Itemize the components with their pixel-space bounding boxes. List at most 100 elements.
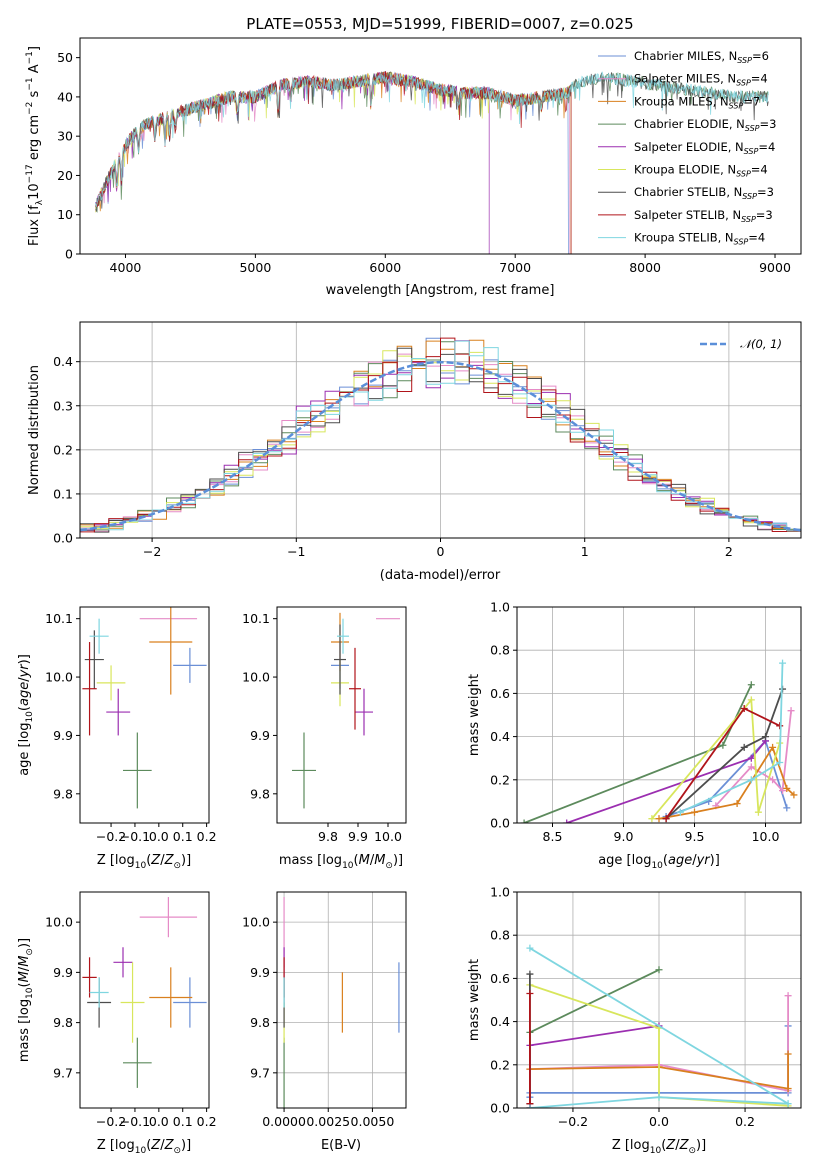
residuals-legend: 𝒩(0, 1) xyxy=(700,337,782,351)
x-tick-label: 0.0 xyxy=(149,829,169,844)
x-tick-label: −0.2 xyxy=(96,829,126,844)
x-tick-label: −0.1 xyxy=(120,1114,150,1129)
age-vs-mass-errorbars xyxy=(292,612,400,809)
y-tick-label: 0.6 xyxy=(490,686,510,701)
weight-line xyxy=(658,745,795,820)
y-tick-label: 0.0 xyxy=(53,531,73,546)
age-vs-mass-frame xyxy=(276,606,407,824)
weight-point-marker xyxy=(563,819,571,823)
weight-point-marker xyxy=(787,707,795,715)
x-tick-label: 0.0000 xyxy=(262,1114,306,1129)
weight-point-marker xyxy=(655,815,663,823)
x-tick-label: 0.0025 xyxy=(306,1114,350,1129)
weight-point-marker xyxy=(526,970,534,978)
mass-vs-ebv-xlabel: E(B-V) xyxy=(321,1138,361,1153)
x-tick-label: 9.8 xyxy=(318,829,338,844)
age-vs-Z-axes: −0.2−0.10.0 0.1 0.2 9.8 9.9 10.0 10.1 xyxy=(45,611,216,844)
x-tick-label: 0.2 xyxy=(735,1114,755,1129)
weight-point-marker xyxy=(691,808,698,816)
spectrum-xlabel: wavelength [Angstrom, rest frame] xyxy=(326,283,555,298)
x-tick-label: 6000 xyxy=(369,260,401,275)
legend-label: Chabrier STELIB, NSSP=3 xyxy=(634,185,774,201)
residuals-panel: −2 −1 0 1 2 0.0 0.1 0.2 0.3 0.4 (data-model)/erro… xyxy=(27,321,802,583)
legend-label: Salpeter STELIB, NSSP=3 xyxy=(634,208,773,224)
weight-vs-Z-axes: −0.2 0.0 0.2 0.0 0.2 0.4 0.6 0.8 1.0 xyxy=(490,885,755,1130)
weight-point-marker xyxy=(762,733,769,741)
weight-vs-Z-lines xyxy=(526,944,792,1108)
y-tick-label: 9.7 xyxy=(53,1065,73,1080)
spectrum-ylabel: Flux [fλ10−17 erg cm−2 s−1 A−1] xyxy=(25,46,45,246)
mass-vs-ebv-errorbars xyxy=(283,897,400,1108)
weight-point-marker xyxy=(520,819,528,823)
weight-point-marker xyxy=(784,1100,792,1108)
y-tick-label: 0.4 xyxy=(490,729,510,744)
normal-legend-label: 𝒩(0, 1) xyxy=(740,337,782,351)
mass-vs-Z-errorbars xyxy=(82,897,207,1088)
x-tick-label: 0 xyxy=(437,544,445,559)
age-vs-mass-axes: 9.8 9.9 10.0 9.8 9.9 10.0 10.1 xyxy=(242,611,402,844)
weight-point-marker xyxy=(747,696,755,704)
x-tick-label: −0.2 xyxy=(96,1114,126,1129)
y-tick-label: 10 xyxy=(57,207,73,222)
weight-point-marker xyxy=(655,1093,663,1101)
weight-line xyxy=(651,697,781,820)
weight-point-marker xyxy=(740,743,748,751)
weight-line xyxy=(529,1054,789,1090)
spectrum-lines xyxy=(95,71,769,254)
x-tick-label: 9000 xyxy=(759,260,791,275)
weight-vs-Z-xlabel: Z [log10(Z/Z⊙)] xyxy=(612,1138,706,1156)
x-tick-label: 10.0 xyxy=(752,829,780,844)
x-tick-label: 2 xyxy=(725,544,733,559)
weight-vs-age-panel: 8.5 9.0 9.5 10.0 0.0 0.2 0.4 0.6 0.8 1.0 age [log… xyxy=(467,600,802,871)
normal-reference-curve xyxy=(80,360,801,532)
spectrum-axes: 4000 5000 6000 7000 8000 9000 0 10 20 30 40 50 xyxy=(57,50,791,275)
mass-vs-ebv-panel: 0.0000 0.0025 0.0050 9.7 9.8 9.9 10.0 E(B-V) xyxy=(242,891,407,1153)
y-tick-label: 9.8 xyxy=(250,786,270,801)
y-tick-label: 0.0 xyxy=(490,1101,510,1116)
weight-point-marker xyxy=(784,1050,792,1058)
y-tick-label: 1.0 xyxy=(490,885,510,900)
spectrum-legend: Chabrier MILES, NSSP=6 Salpeter MILES, NS… xyxy=(598,49,776,247)
residuals-axes: −2 −1 0 1 2 0.0 0.1 0.2 0.3 0.4 xyxy=(53,354,733,559)
weight-point-marker xyxy=(733,800,741,808)
x-tick-label: 0.1 xyxy=(173,829,193,844)
y-tick-label: 10.0 xyxy=(45,915,73,930)
y-tick-label: 0.4 xyxy=(53,354,73,369)
y-tick-label: 9.8 xyxy=(53,786,73,801)
weight-point-marker xyxy=(784,1085,792,1093)
x-tick-label: 8.5 xyxy=(543,829,563,844)
x-tick-label: 7000 xyxy=(499,260,531,275)
x-tick-label: −1 xyxy=(287,544,305,559)
residuals-xlabel: (data-model)/error xyxy=(380,568,501,583)
x-tick-label: 9.9 xyxy=(348,829,368,844)
weight-point-marker xyxy=(783,804,791,812)
weight-point-marker xyxy=(747,681,755,689)
y-tick-label: 0.4 xyxy=(490,1014,510,1029)
weight-line xyxy=(523,684,753,823)
y-tick-label: 9.8 xyxy=(53,1015,73,1030)
weight-point-marker xyxy=(526,944,534,952)
weight-vs-age-axes: 8.5 9.0 9.5 10.0 0.0 0.2 0.4 0.6 0.8 1.0 xyxy=(490,600,779,845)
y-tick-label: 0 xyxy=(65,247,73,262)
weight-point-marker xyxy=(776,722,784,730)
x-tick-label: 0.2 xyxy=(197,1114,217,1129)
residual-histogram xyxy=(80,340,801,534)
y-tick-label: 0.3 xyxy=(53,398,73,413)
y-tick-label: 20 xyxy=(57,168,73,183)
x-tick-label: −2 xyxy=(143,544,161,559)
mass-vs-Z-xlabel: Z [log10(Z/Z⊙)] xyxy=(97,1138,191,1156)
weight-vs-Z-ylabel: mass weight xyxy=(467,959,482,1041)
weight-point-marker xyxy=(747,754,755,762)
y-tick-label: 10.0 xyxy=(45,670,73,685)
y-tick-label: 0.2 xyxy=(53,442,73,457)
age-vs-Z-ylabel: age [log10(age/yr)] xyxy=(17,654,35,776)
mass-vs-Z-frame xyxy=(79,891,210,1109)
age-vs-Z-frame xyxy=(79,606,210,824)
x-tick-label: 0.1 xyxy=(173,1114,193,1129)
mass-vs-Z-axes: −0.2−0.10.0 0.1 0.2 9.7 9.8 9.9 10.0 xyxy=(45,915,216,1129)
y-tick-label: 1.0 xyxy=(490,600,510,615)
weight-vs-age-xlabel: age [log10(age/yr)] xyxy=(598,853,720,871)
y-tick-label: 10.1 xyxy=(45,611,73,626)
y-tick-label: 30 xyxy=(57,129,73,144)
y-tick-label: 0.1 xyxy=(53,486,73,501)
